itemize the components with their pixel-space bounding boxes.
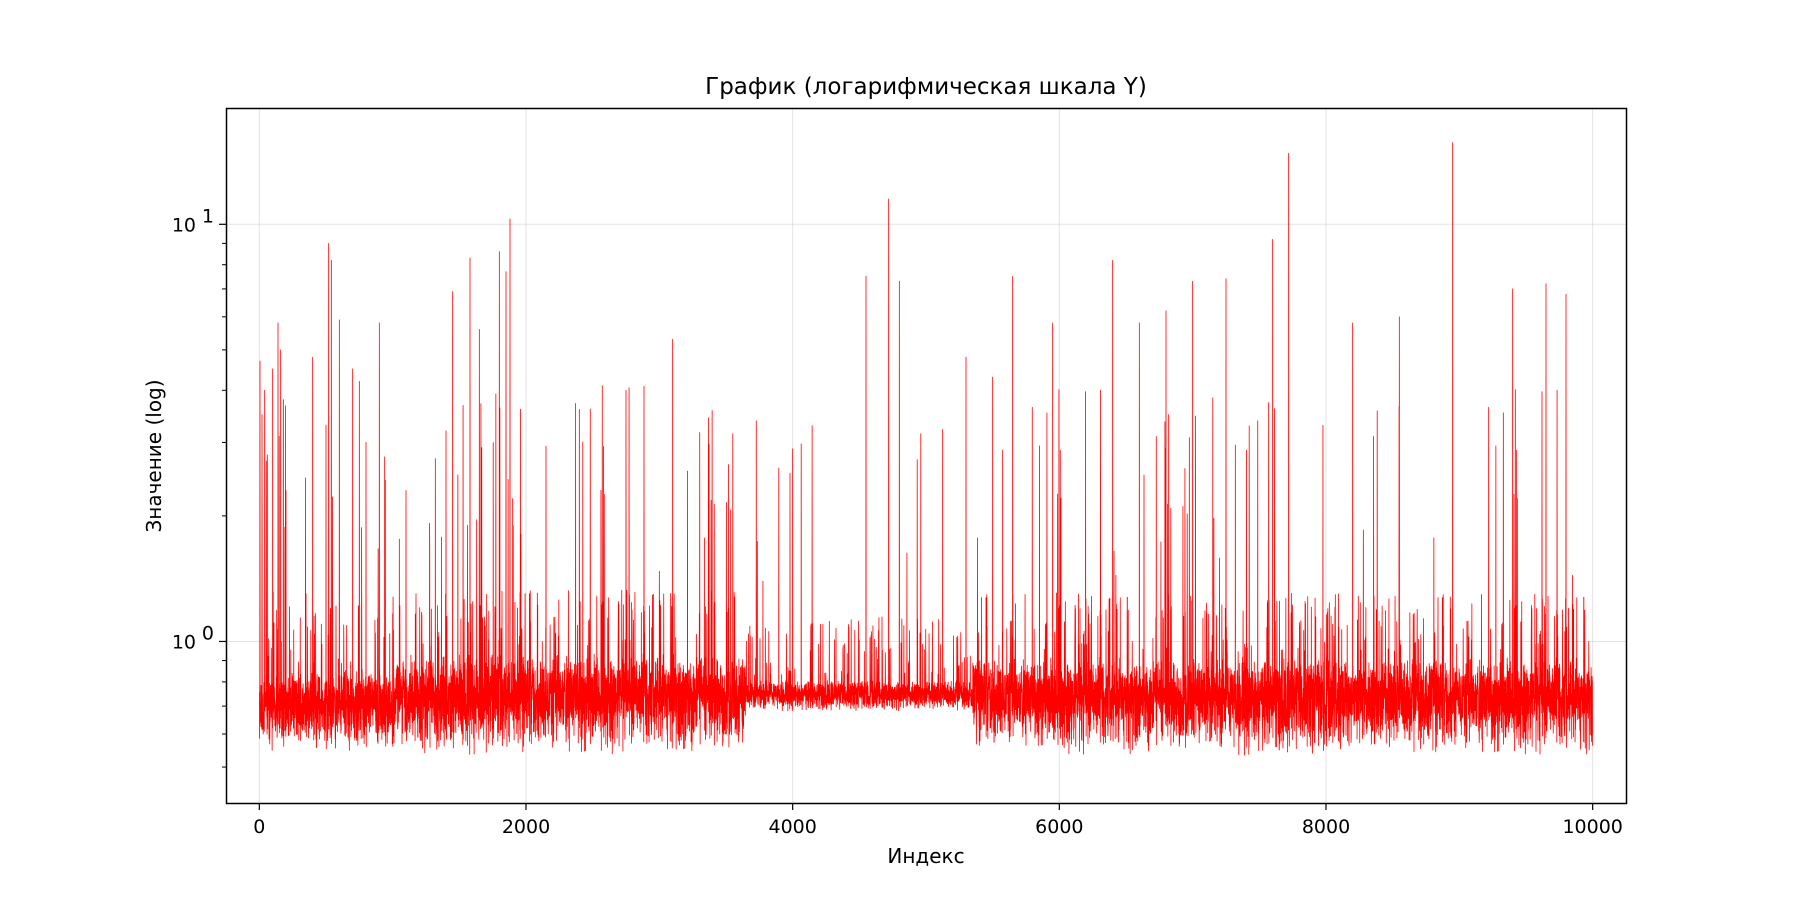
x-tick-label: 8000: [1302, 816, 1350, 838]
x-tick-label: 0: [253, 816, 265, 838]
x-tick-label: 6000: [1035, 816, 1083, 838]
series-group: [258, 142, 1593, 756]
x-axis-ticks: 0 2000 4000 6000 8000 10000: [253, 803, 1623, 838]
x-tick-label: 10000: [1562, 816, 1622, 838]
chart-title: График (логарифмическая шкала Y): [705, 74, 1147, 100]
y-tick-label: 10: [172, 214, 196, 236]
series-line: [258, 142, 1593, 756]
x-tick-label: 2000: [502, 816, 550, 838]
x-tick-label: 4000: [768, 816, 816, 838]
y-tick-exponent: 0: [202, 622, 214, 644]
x-axis-label: Индекс: [887, 844, 964, 868]
y-tick-exponent: 1: [202, 205, 214, 227]
y-axis-ticks: 10 0 10 1: [172, 205, 226, 768]
plot-frame: [225, 107, 1628, 805]
y-axis-label: Значение (log): [142, 379, 166, 532]
y-tick-label: 10: [172, 631, 196, 653]
